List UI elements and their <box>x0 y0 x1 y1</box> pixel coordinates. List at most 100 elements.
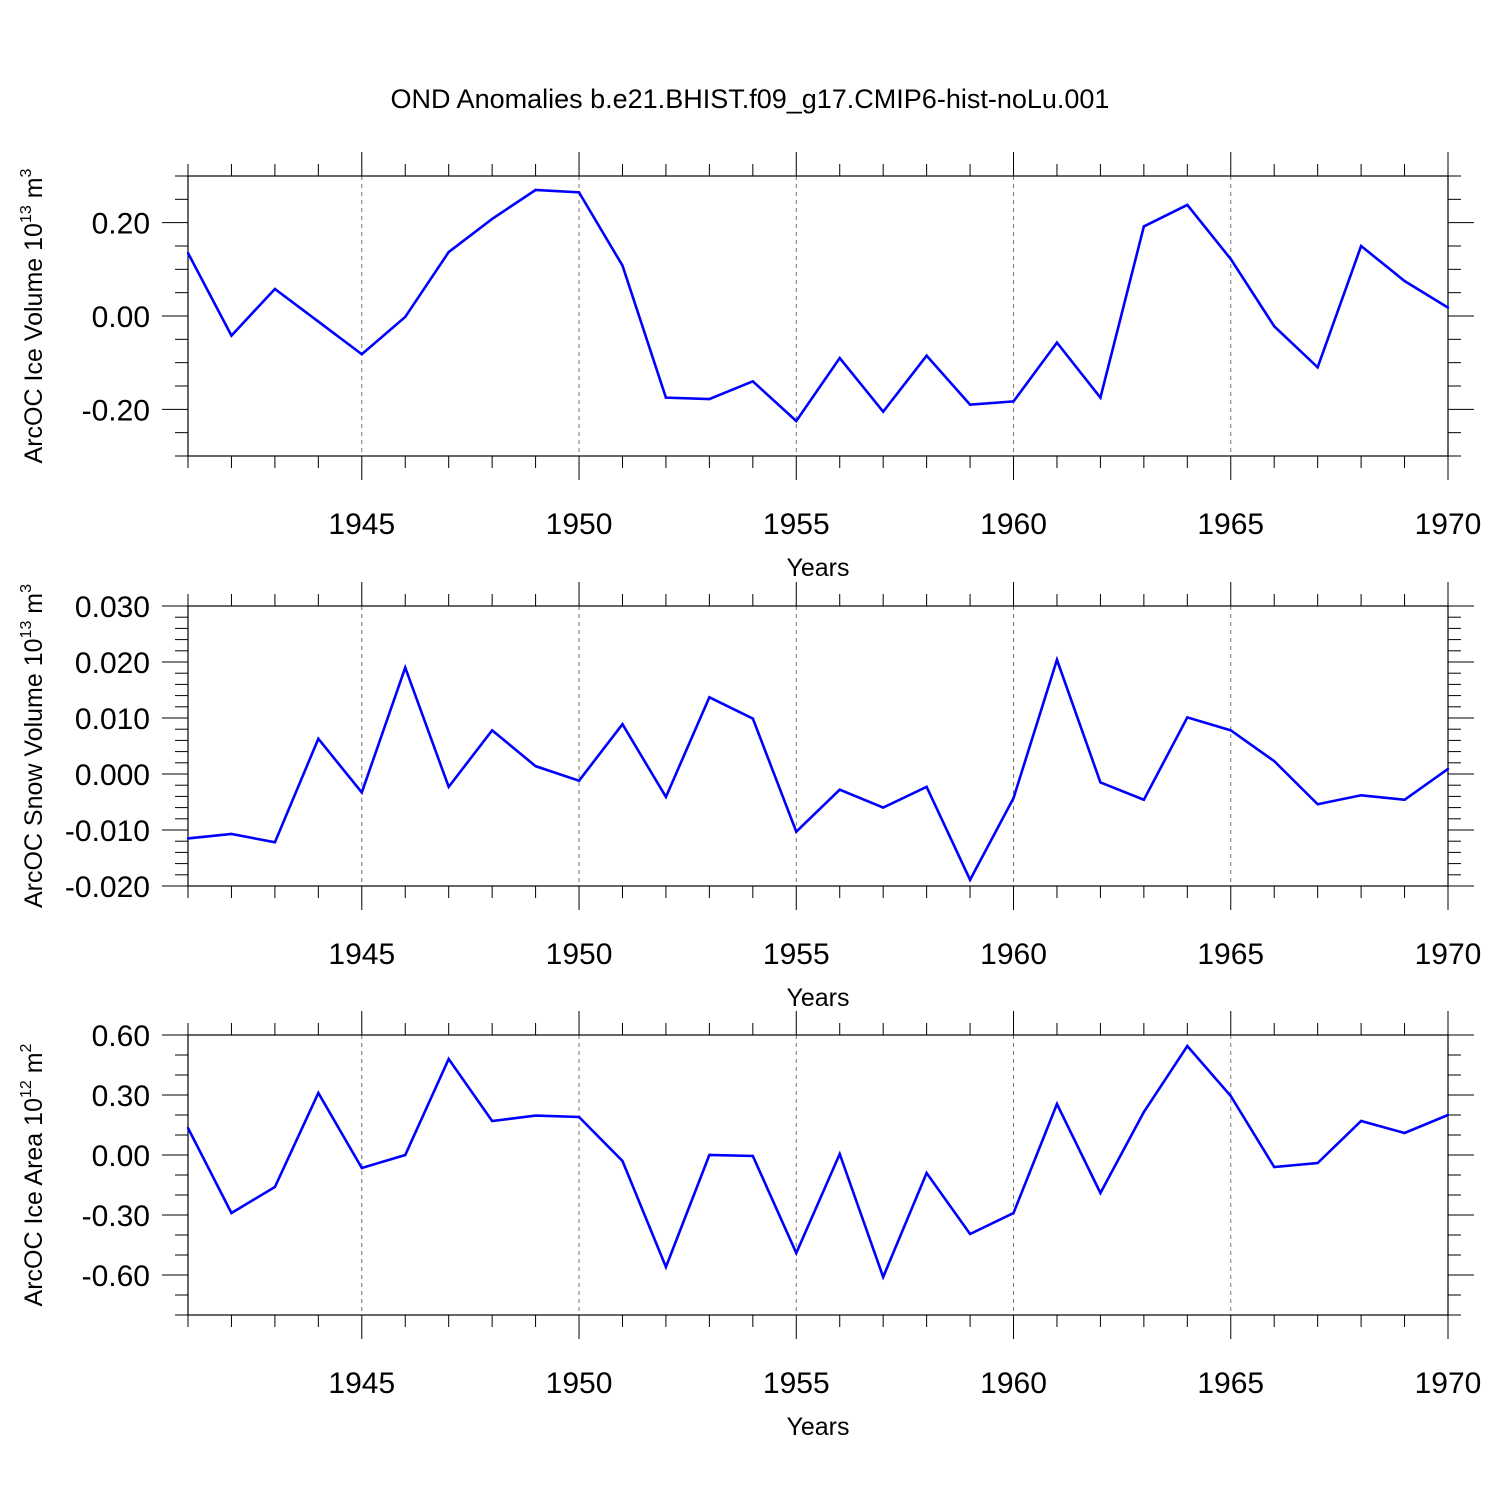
panel-3-data-point <box>1099 1191 1102 1195</box>
panel-1-data-point <box>490 217 494 221</box>
panel-1-data-point <box>1012 400 1015 403</box>
panel-3-data-point <box>1142 1110 1146 1114</box>
panel-1-x-tick-label: 1950 <box>546 508 613 541</box>
panel-2-data-point <box>1359 794 1363 797</box>
panel-1-data-point <box>751 380 755 383</box>
panel-1-data-point <box>186 251 190 255</box>
panel-2-y-tick-label: -0.020 <box>65 871 150 904</box>
panel-2-y-tick-label: 0.010 <box>75 703 150 736</box>
panel-3-series-line-1 <box>186 1043 1449 1281</box>
panel-1-data-point <box>404 315 407 319</box>
panel-1-data-point <box>273 287 277 291</box>
panel-3-data-point <box>577 1115 581 1119</box>
panel-2-data-point <box>230 832 233 836</box>
panel-2-data-point <box>1229 729 1232 732</box>
panel-3-data-point <box>751 1154 755 1158</box>
panel-1-data-point <box>1142 225 1146 228</box>
panel-3-data-point <box>360 1166 363 1170</box>
panel-2-data-point <box>1012 796 1015 800</box>
panel-3-data-point <box>1446 1113 1450 1117</box>
panel-1-data-point <box>708 397 711 401</box>
panel-3-x-tick-label: 1945 <box>328 1367 395 1400</box>
panel-3-data-point <box>795 1251 798 1255</box>
panel-2-data-point <box>577 779 581 782</box>
panel-2-y-tick-label: -0.010 <box>65 815 150 848</box>
panel-2-data-point <box>490 729 494 732</box>
panel-1-data-point <box>1273 325 1276 328</box>
panel-3-x-tick-label: 1965 <box>1197 1367 1264 1400</box>
panel-2-data-point <box>1099 781 1102 784</box>
panel-3-data-point <box>925 1171 928 1175</box>
panel-1-data-point <box>230 334 233 337</box>
panel-2-x-tick-label: 1950 <box>546 938 613 971</box>
panel-1-data-point <box>1316 366 1319 369</box>
panel-1-x-tick-label: 1970 <box>1415 508 1482 541</box>
panel-1-y-axis-label: ArcOC Ice Volume 1013 m3 <box>18 168 48 463</box>
panel-3-data-point <box>230 1211 233 1215</box>
panel-3-data-point <box>186 1126 190 1130</box>
panel-2: -0.020 -0.010 0.000 0.010 0.020 0.030 1945 1950… <box>18 582 1481 1012</box>
panel-3-x-tick-label: 1950 <box>546 1367 613 1400</box>
panel-3-y-tick-label: -0.30 <box>82 1200 150 1233</box>
panel-3-data-point <box>1012 1211 1015 1215</box>
panel-3-data-point <box>404 1153 407 1157</box>
panel-2-data-point <box>447 785 450 789</box>
panel-1-x-tick-label: 1965 <box>1197 508 1264 541</box>
panel-1-y-tick-label: -0.20 <box>82 394 150 427</box>
panel-3-data-point <box>664 1265 668 1269</box>
panel-2-data-point <box>664 795 668 799</box>
panel-3-data-point <box>317 1091 320 1095</box>
panel-3-y-tick-label: 0.60 <box>92 1020 150 1053</box>
panel-1-data-point <box>1186 203 1189 207</box>
panel-1-data-point <box>795 419 798 423</box>
panel-2-x-tick-label: 1965 <box>1197 938 1264 971</box>
panel-3-y-axis-label: ArcOC Ice Area 1012 m2 <box>18 1043 48 1306</box>
panel-3-y-tick-label: 0.00 <box>92 1140 150 1173</box>
panel-1-data-point <box>1403 279 1406 283</box>
panel-2-y-tick-label: 0.030 <box>75 591 150 624</box>
panel-2-plot-frame <box>187 605 1449 887</box>
panel-2-data-point <box>621 722 624 726</box>
panel-2-y-tick-label: 0.020 <box>75 647 150 680</box>
panel-1-x-tick-label: 1955 <box>763 508 830 541</box>
panel-3-x-axis-label: Years <box>786 1413 849 1441</box>
panel-3-data-point <box>273 1185 277 1189</box>
panel-2-data-point <box>1273 759 1276 763</box>
panel-3-y-tick-label: 0.30 <box>92 1080 150 1113</box>
panel-2-x-tick-label: 1970 <box>1415 938 1482 971</box>
panel-2-data-point <box>968 878 972 882</box>
panel-1-data-point <box>664 396 668 399</box>
panel-3-data-point <box>1403 1131 1406 1135</box>
panel-2-data-point <box>751 717 755 720</box>
panel-1-data-point <box>577 191 581 194</box>
panel-1: -0.20 0.00 0.20 1945 1950 1955 1960 1965 1970 Yea… <box>18 152 1481 582</box>
panel-1-plot-frame <box>187 175 1449 457</box>
panel-3-data-point <box>1055 1102 1059 1106</box>
panel-2-data-point <box>360 791 363 794</box>
panel-2-x-tick-label: 1945 <box>328 938 395 971</box>
panel-1-series-line-1 <box>186 188 1449 423</box>
panel-1-x-tick-label: 1960 <box>980 508 1047 541</box>
panel-3-y-tick-label: -0.60 <box>82 1260 150 1293</box>
panel-3-data-point <box>447 1057 450 1061</box>
panel-2-data-point <box>404 666 407 669</box>
panel-1-x-axis-label: Years <box>786 554 849 582</box>
panel-3-plot-frame <box>187 1034 1449 1316</box>
panel-2-data-point <box>708 696 711 699</box>
panel-3-data-point <box>838 1152 841 1156</box>
panel-1-data-point <box>534 188 537 192</box>
panel-2-data-point <box>881 806 885 809</box>
panel-2-data-point <box>1446 767 1450 771</box>
panel-1-data-point <box>925 354 928 357</box>
panel-3-data-point <box>534 1114 537 1117</box>
panel-1-data-point <box>881 410 885 413</box>
panel-2-y-axis-label: ArcOC Snow Volume 1013 m3 <box>18 584 48 908</box>
panel-1-data-point <box>621 264 624 267</box>
panel-2-data-point <box>795 830 798 833</box>
panel-3-data-point <box>621 1159 624 1163</box>
panel-2-x-tick-label: 1955 <box>763 938 830 971</box>
panel-1-y-tick-label: 0.00 <box>92 301 150 334</box>
panel-1-data-point <box>1229 257 1232 261</box>
panel-1-x-tick-label: 1945 <box>328 508 395 541</box>
panel-2-data-point <box>1186 716 1189 719</box>
